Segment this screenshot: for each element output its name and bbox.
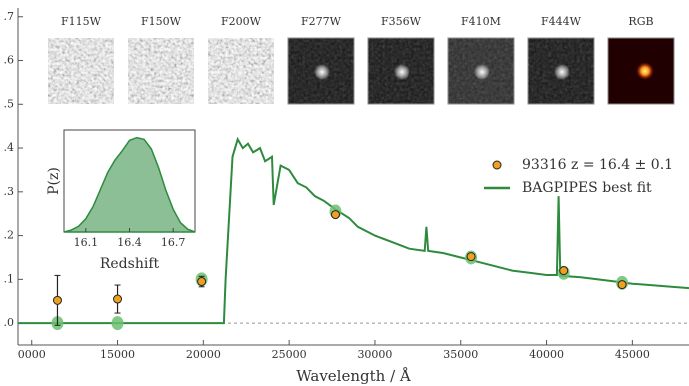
legend-label: 93316 z = 16.4 ± 0.1 xyxy=(522,157,673,173)
thumbnail-label: F410M xyxy=(461,15,501,28)
thumbnails: F115W F150W F200W F277W F356W F410M F444W RGB xyxy=(48,15,674,104)
observed-point xyxy=(560,267,568,275)
y-tick-label: .0 xyxy=(4,316,15,329)
source-blob xyxy=(233,66,247,80)
inset-x-tick-label: 16.4 xyxy=(117,236,142,249)
x-tick-label: 30000 xyxy=(357,348,392,361)
figure: F115W F150W F200W F277W F356W F410M F444W RGB .… xyxy=(0,0,689,386)
thumbnail-label: F115W xyxy=(61,15,102,28)
thumbnail-label: RGB xyxy=(628,15,653,28)
inset-x-tick-label: 16.7 xyxy=(161,236,186,249)
thumbnail-label: F444W xyxy=(541,15,582,28)
thumbnail-label: F200W xyxy=(221,15,262,28)
x-tick-label: 45000 xyxy=(615,348,650,361)
observed-point xyxy=(198,278,206,286)
inset-x-label: Redshift xyxy=(100,256,160,272)
observed-point xyxy=(618,281,626,289)
legend-label: BAGPIPES best fit xyxy=(522,180,652,196)
source-blob xyxy=(554,64,570,80)
x-tick-label: 35000 xyxy=(443,348,478,361)
x-tick-label: 40000 xyxy=(529,348,564,361)
x-axis-label: Wavelength / Å xyxy=(296,367,411,385)
thumbnail xyxy=(128,38,194,104)
source-blob xyxy=(314,64,330,80)
y-tick-label: .1 xyxy=(4,272,15,285)
observed-point xyxy=(114,295,122,303)
y-tick-label: .6 xyxy=(4,54,15,67)
thumbnail-label: F150W xyxy=(141,15,182,28)
y-tick-label: .3 xyxy=(4,185,15,198)
observed-point xyxy=(331,211,339,219)
source-blob xyxy=(474,64,490,80)
x-tick-label: 20000 xyxy=(186,348,221,361)
source-blob xyxy=(394,64,410,80)
thumbnail-label: F277W xyxy=(301,15,342,28)
observed-point xyxy=(467,253,475,261)
y-tick-label: .7 xyxy=(4,10,15,23)
y-tick-label: .2 xyxy=(4,229,15,242)
x-tick-label: 0000 xyxy=(18,348,46,361)
legend-marker xyxy=(493,161,501,169)
x-tick-label: 15000 xyxy=(100,348,135,361)
source-blob xyxy=(636,62,654,80)
thumbnail xyxy=(48,38,114,104)
x-tick-label: 25000 xyxy=(272,348,307,361)
inset-y-label: P(z) xyxy=(46,167,62,195)
y-tick-label: .5 xyxy=(4,97,15,110)
thumbnail-label: F356W xyxy=(381,15,422,28)
y-tick-label: .4 xyxy=(4,141,15,154)
model-photometry-point xyxy=(112,316,124,330)
observed-point xyxy=(53,296,61,304)
inset-x-tick-label: 16.1 xyxy=(74,236,99,249)
